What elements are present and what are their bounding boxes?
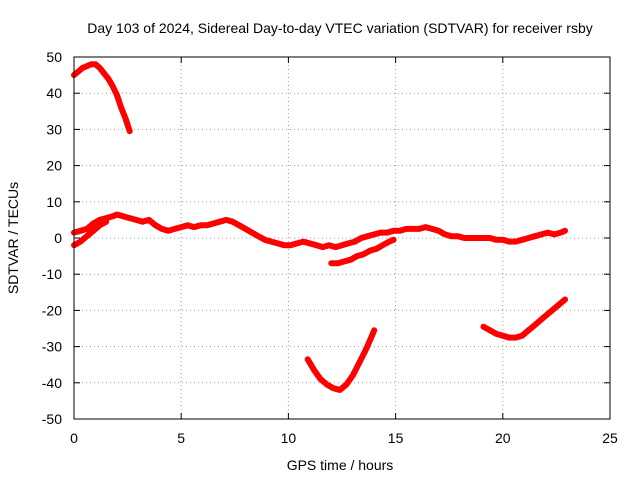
series-line-segment-high-start [71, 61, 133, 135]
data-series-group [71, 61, 568, 393]
grid-lines [74, 57, 610, 419]
y-tick-label-2: -30 [42, 339, 62, 355]
series-line-segment-evening-low [480, 296, 568, 341]
x-tick-label-3: 15 [388, 430, 404, 446]
y-tick-label-5: 0 [54, 230, 62, 246]
y-tick-label-3: -20 [42, 302, 62, 318]
series-line-segment-v-low [304, 327, 378, 393]
y-tick-label-6: 10 [46, 194, 62, 210]
y-tick-label-7: 20 [46, 158, 62, 174]
y-tick-label-1: -40 [42, 375, 62, 391]
y-axis-label: SDTVAR / TECUs [5, 182, 21, 294]
x-tick-label-4: 20 [495, 430, 511, 446]
x-tick-label-2: 10 [281, 430, 297, 446]
y-tick-label-9: 40 [46, 85, 62, 101]
series-line-segment-dip-noon [328, 236, 397, 267]
x-tick-label-0: 0 [70, 430, 78, 446]
y-tick-label-4: -10 [42, 266, 62, 282]
series-line-segment-main-lower [71, 218, 110, 249]
x-tick-label-5: 25 [602, 430, 618, 446]
y-tick-label-0: -50 [42, 411, 62, 427]
y-tick-label-8: 30 [46, 121, 62, 137]
axis-ticks: 0 5 10 15 20 25 -50 -40 -30 -20 -10 0 10 20 30 40 50 [42, 49, 618, 446]
series-line-segment-main-upper [71, 211, 568, 251]
y-tick-label-10: 50 [46, 49, 62, 65]
chart-title: Day 103 of 2024, Sidereal Day-to-day VTE… [87, 20, 593, 36]
x-axis-label: GPS time / hours [287, 457, 394, 473]
x-tick-label-1: 5 [177, 430, 185, 446]
